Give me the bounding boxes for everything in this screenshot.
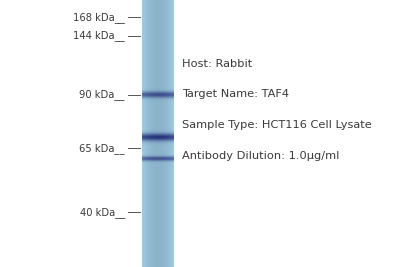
Text: 90 kDa__: 90 kDa__ [80, 89, 125, 100]
Text: 65 kDa__: 65 kDa__ [79, 143, 125, 154]
Text: 168 kDa__: 168 kDa__ [73, 12, 125, 23]
Text: Antibody Dilution: 1.0μg/ml: Antibody Dilution: 1.0μg/ml [182, 151, 339, 161]
Text: Host: Rabbit: Host: Rabbit [182, 59, 252, 69]
Text: Target Name: TAF4: Target Name: TAF4 [182, 89, 289, 99]
Text: 144 kDa__: 144 kDa__ [73, 31, 125, 41]
Text: 40 kDa__: 40 kDa__ [80, 207, 125, 218]
Text: Sample Type: HCT116 Cell Lysate: Sample Type: HCT116 Cell Lysate [182, 120, 372, 130]
